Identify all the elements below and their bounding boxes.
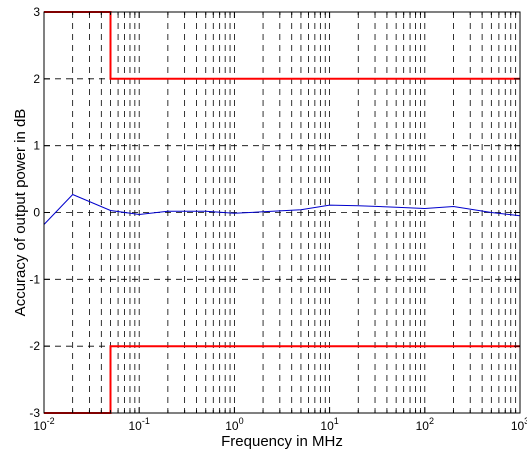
x-tick-label: 102: [416, 416, 434, 433]
x-tick-label-base: 10: [416, 419, 430, 433]
x-tick-label-exponent: 3: [524, 416, 527, 426]
upper-limit-line: [44, 11, 520, 80]
y-tick-label: 3: [33, 5, 40, 19]
x-tick-label-exponent: 1: [334, 416, 339, 426]
x-tick-label: 101: [320, 416, 338, 433]
x-axis-label: Frequency in MHz: [221, 433, 343, 450]
y-tick-label: -3: [29, 406, 40, 420]
x-tick-label-base: 10: [225, 419, 239, 433]
y-axis-label: Accuracy of output power in dB: [12, 109, 29, 317]
y-tick-label: 2: [33, 72, 40, 86]
measured-accuracy-line: [43, 193, 521, 225]
x-tick-label: 100: [225, 416, 243, 433]
y-tick-label: -1: [29, 272, 40, 286]
x-tick-label-base: 10: [511, 419, 525, 433]
x-tick-label-exponent: -1: [142, 416, 150, 426]
lower-limit-line: [44, 345, 520, 414]
y-tick-label: -2: [29, 339, 40, 353]
y-tick-label: 1: [33, 139, 40, 153]
x-tick-label-exponent: 2: [429, 416, 434, 426]
x-tick-label: 10-2: [33, 416, 54, 433]
grid-lines: [44, 12, 520, 413]
x-tick-label-exponent: -2: [47, 416, 55, 426]
axis-ticks: [44, 11, 520, 414]
x-tick-label: 10-1: [129, 416, 150, 433]
x-tick-label-exponent: 0: [239, 416, 244, 426]
x-tick-label-base: 10: [33, 419, 47, 433]
x-tick-label-base: 10: [320, 419, 334, 433]
x-tick-label-base: 10: [129, 419, 143, 433]
y-tick-label: 0: [33, 206, 40, 220]
x-tick-label: 103: [511, 416, 527, 433]
